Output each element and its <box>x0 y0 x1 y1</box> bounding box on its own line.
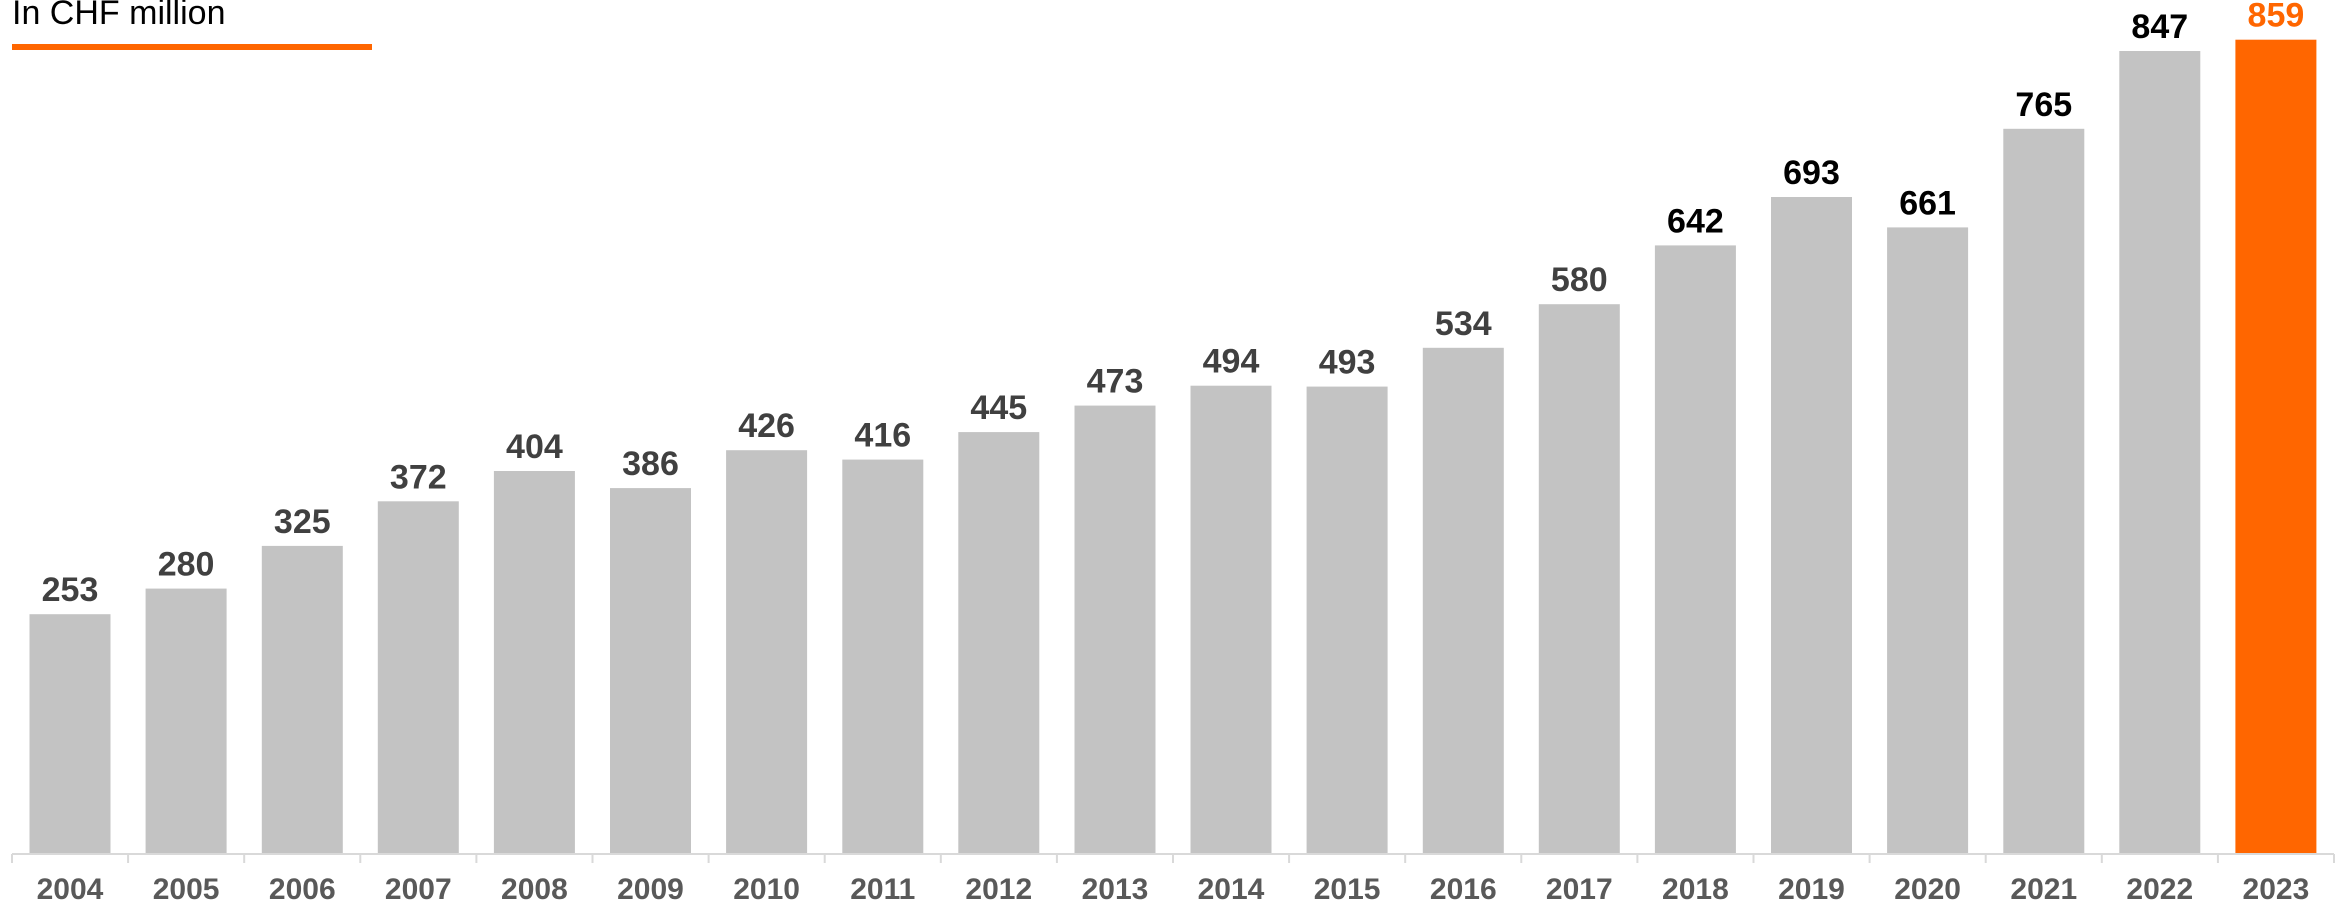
bar-2022 <box>2119 51 2201 854</box>
x-tick-label-2005: 2005 <box>153 873 220 906</box>
value-label-2022: 847 <box>2131 8 2188 46</box>
x-tick-label-2011: 2011 <box>850 873 915 906</box>
x-tick-label-2006: 2006 <box>269 873 336 906</box>
value-label-2015: 493 <box>1319 344 1376 382</box>
x-tick-label-2012: 2012 <box>965 873 1032 906</box>
value-label-2011: 416 <box>854 417 911 455</box>
x-tick-label-2004: 2004 <box>37 873 104 906</box>
x-tick-label-2009: 2009 <box>617 873 684 906</box>
bar-2013 <box>1074 405 1156 854</box>
value-label-2009: 386 <box>622 445 679 483</box>
unit-label: In CHF million <box>12 0 226 32</box>
bar-2010 <box>726 450 808 854</box>
value-label-2017: 580 <box>1551 261 1608 299</box>
value-labels-layer: 253 280 325 372 404 386 426 416 445 473 494 493 534 5… <box>42 0 2305 609</box>
value-label-2021: 765 <box>2015 86 2072 124</box>
bar-2018 <box>1654 245 1736 854</box>
value-label-2018: 642 <box>1667 202 1724 240</box>
value-label-2006: 325 <box>274 503 331 541</box>
value-label-2012: 445 <box>970 389 1027 427</box>
bar-2008 <box>493 471 575 854</box>
x-tick-label-2013: 2013 <box>1082 873 1149 906</box>
bar-2011 <box>842 459 924 854</box>
bar-2012 <box>958 432 1040 854</box>
x-tick-label-2018: 2018 <box>1662 873 1729 906</box>
value-label-2023: 859 <box>2248 0 2305 35</box>
x-tick-label-2016: 2016 <box>1430 873 1497 906</box>
bar-2004 <box>29 614 111 854</box>
bar-2014 <box>1190 385 1272 854</box>
value-label-2014: 494 <box>1203 343 1260 381</box>
bar-2009 <box>610 488 691 854</box>
value-label-2008: 404 <box>506 428 563 466</box>
value-label-2019: 693 <box>1783 154 1840 192</box>
x-tick-label-2020: 2020 <box>1894 873 1961 906</box>
bar-2015 <box>1306 386 1388 854</box>
bar-2006 <box>261 545 343 854</box>
value-label-2016: 534 <box>1435 305 1492 343</box>
x-tick-label-2008: 2008 <box>501 873 568 906</box>
x-tick-label-2022: 2022 <box>2126 873 2193 906</box>
bar-2007 <box>377 501 459 854</box>
value-label-2013: 473 <box>1087 363 1144 401</box>
x-tick-label-2023: 2023 <box>2243 873 2310 906</box>
x-axis-tick-labels-layer: 2004 2005 2006 2007 2008 2009 2010 2011 2012 2013… <box>37 873 2310 906</box>
value-label-2020: 661 <box>1899 184 1956 222</box>
value-label-2005: 280 <box>158 546 215 584</box>
x-tick-label-2015: 2015 <box>1314 873 1381 906</box>
x-tick-label-2014: 2014 <box>1198 873 1265 906</box>
bars-layer <box>29 39 2317 855</box>
bar-2021 <box>2003 128 2085 855</box>
x-tick-label-2019: 2019 <box>1778 873 1845 906</box>
bar-2017 <box>1538 304 1620 854</box>
bar-2005 <box>145 588 227 854</box>
bar-2019 <box>1771 197 1852 854</box>
value-label-2004: 253 <box>42 571 99 609</box>
x-tick-label-2017: 2017 <box>1546 873 1613 906</box>
value-label-2007: 372 <box>390 458 447 496</box>
unit-label-underline <box>12 44 372 50</box>
bar-2020 <box>1887 227 1969 854</box>
x-axis-ticks-layer <box>11 854 2335 863</box>
x-tick-label-2007: 2007 <box>385 873 452 906</box>
bar-2016 <box>1422 347 1504 854</box>
x-tick-label-2021: 2021 <box>2010 873 2077 906</box>
x-tick-label-2010: 2010 <box>733 873 800 906</box>
bar-2023 <box>2235 39 2317 854</box>
value-label-2010: 426 <box>738 407 795 445</box>
